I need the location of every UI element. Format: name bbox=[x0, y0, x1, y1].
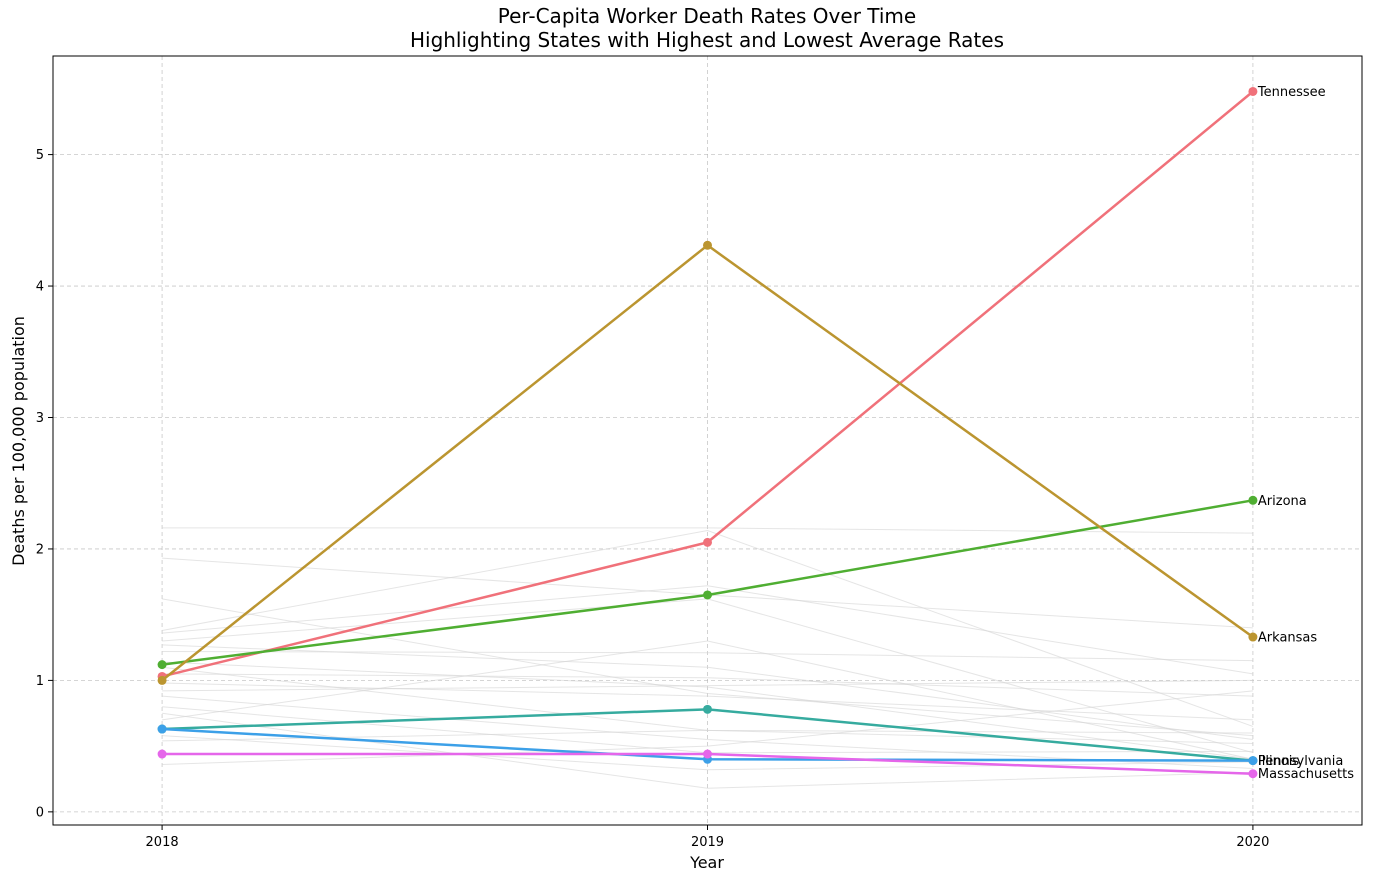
series-end-label: Arizona bbox=[1258, 494, 1307, 509]
x-tick-label: 2018 bbox=[146, 835, 179, 850]
series-point bbox=[1248, 632, 1258, 642]
series-point bbox=[1248, 756, 1258, 766]
series-point bbox=[703, 537, 712, 547]
x-axis-label: Year bbox=[689, 853, 724, 872]
background-series-line bbox=[162, 735, 1253, 771]
series-end-label: Tennessee bbox=[1257, 85, 1326, 100]
background-series-line bbox=[162, 679, 1253, 692]
series-point bbox=[157, 724, 167, 734]
series-point bbox=[703, 590, 712, 600]
background-series-line bbox=[162, 695, 1253, 769]
y-axis-ticks: 0 1 2 3 4 5 bbox=[36, 148, 53, 820]
y-tick-label: 1 bbox=[36, 674, 44, 689]
series-point bbox=[157, 749, 167, 759]
y-axis-label: Deaths per 100,000 population bbox=[9, 316, 28, 566]
series-point bbox=[157, 660, 167, 670]
y-tick-label: 4 bbox=[36, 280, 44, 295]
chart-title-line: Highlighting States with Highest and Low… bbox=[410, 28, 1004, 52]
series-point bbox=[157, 675, 167, 685]
background-series-group bbox=[161, 527, 1254, 789]
background-series-line bbox=[162, 729, 1253, 744]
background-series-line bbox=[162, 682, 1253, 721]
y-tick-label: 2 bbox=[36, 542, 44, 557]
series-end-label: Arkansas bbox=[1258, 631, 1317, 646]
series-end-label: Pennsylvania bbox=[1258, 754, 1343, 769]
series-end-label: Illinois bbox=[1258, 754, 1299, 769]
background-series-line bbox=[162, 690, 1253, 766]
grid-lines bbox=[53, 56, 1362, 825]
series-point bbox=[703, 749, 712, 759]
y-tick-label: 3 bbox=[36, 411, 44, 426]
x-tick-label: 2020 bbox=[1236, 835, 1269, 850]
x-tick-label: 2019 bbox=[691, 835, 724, 850]
series-point bbox=[1248, 495, 1258, 505]
series-end-label: Massachusetts bbox=[1258, 767, 1354, 782]
series-point bbox=[1248, 86, 1258, 96]
series-point bbox=[1248, 769, 1258, 779]
y-tick-label: 5 bbox=[36, 148, 44, 163]
background-series-line bbox=[162, 640, 1254, 760]
background-series-line bbox=[162, 585, 1253, 675]
series-arizona: Arizona bbox=[157, 494, 1307, 670]
background-series-line bbox=[162, 661, 1253, 760]
series-pennsylvania: Pennsylvania bbox=[157, 724, 1343, 769]
background-series-line bbox=[162, 650, 1253, 662]
series-arkansas: Arkansas bbox=[157, 240, 1317, 685]
series-massachusetts: Massachusetts bbox=[157, 749, 1354, 782]
background-series-line bbox=[161, 598, 1253, 737]
background-series-line bbox=[162, 673, 1253, 697]
series-tennessee: Tennessee bbox=[157, 85, 1326, 681]
chart-title-line: Per-Capita Worker Death Rates Over Time bbox=[498, 4, 916, 28]
chart-title: Per-Capita Worker Death Rates Over TimeH… bbox=[410, 4, 1004, 52]
background-series-line bbox=[161, 530, 1254, 727]
y-tick-label: 0 bbox=[36, 805, 44, 820]
series-point bbox=[703, 240, 712, 250]
x-axis-ticks: 2018 2019 2020 bbox=[146, 825, 1269, 850]
series-point bbox=[703, 704, 712, 714]
highlighted-series-group: Tennessee Arizona Arkansas IllinoisPennsylv… bbox=[157, 85, 1354, 782]
